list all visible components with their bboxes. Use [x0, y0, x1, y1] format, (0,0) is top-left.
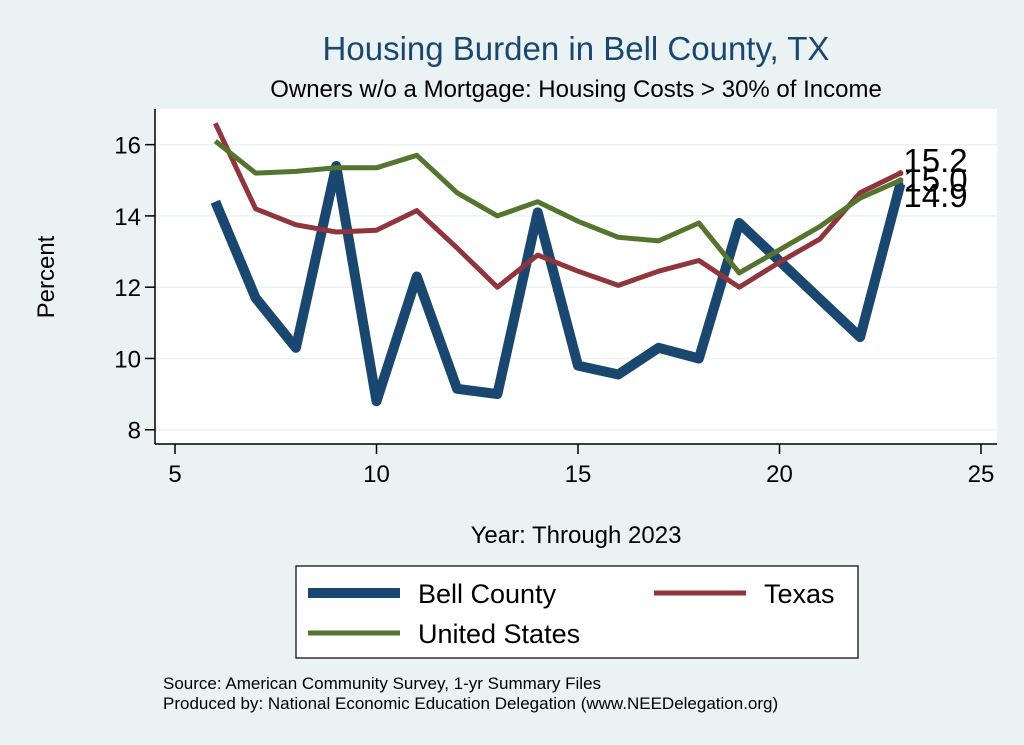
produced-by-note: Produced by: National Economic Education… — [163, 694, 778, 713]
y-tick-label-16: 16 — [114, 133, 141, 160]
series-line-bell-county — [210, 161, 906, 407]
y-axis-ticks: 8 10 12 14 16 — [114, 133, 155, 445]
y-tick-label-12: 12 — [114, 275, 141, 302]
x-axis-title: Year: Through 2023 — [471, 522, 682, 549]
x-axis-ticks: 5 10 15 20 25 — [168, 444, 994, 488]
y-tick-label-10: 10 — [114, 346, 141, 373]
series-end-point-texas — [897, 170, 904, 177]
legend-box — [295, 565, 859, 659]
gridlines — [155, 143, 997, 431]
y-tick-label-8: 8 — [128, 418, 141, 445]
chart-title: Housing Burden in Bell County, TX — [323, 30, 830, 67]
y-axis-title: Percent — [33, 235, 60, 318]
x-tick-label-25: 25 — [968, 461, 995, 488]
series-line-texas — [213, 122, 902, 290]
end-labels: 15.215.014.9 — [903, 142, 967, 214]
end-label-texas: 15.2 — [903, 142, 967, 179]
legend-label-bell-county: Bell County — [418, 579, 557, 609]
series-line-united-states — [213, 139, 902, 276]
x-tick-label-20: 20 — [766, 461, 793, 488]
x-tick-label-15: 15 — [565, 461, 592, 488]
x-tick-label-5: 5 — [168, 461, 181, 488]
plot-area — [155, 109, 997, 444]
chart-subtitle: Owners w/o a Mortgage: Housing Costs > 3… — [270, 76, 882, 103]
y-tick-label-14: 14 — [114, 204, 141, 231]
legend-label-texas: Texas — [764, 579, 835, 609]
series-end-point-united-states — [897, 177, 904, 184]
series-lines — [210, 122, 906, 407]
source-note: Source: American Community Survey, 1-yr … — [163, 674, 601, 693]
end-label-united-states: 15.0 — [903, 161, 967, 198]
end-label-bell-county: 14.9 — [903, 177, 967, 214]
x-tick-label-10: 10 — [363, 461, 390, 488]
legend-label-united-states: United States — [418, 619, 580, 649]
